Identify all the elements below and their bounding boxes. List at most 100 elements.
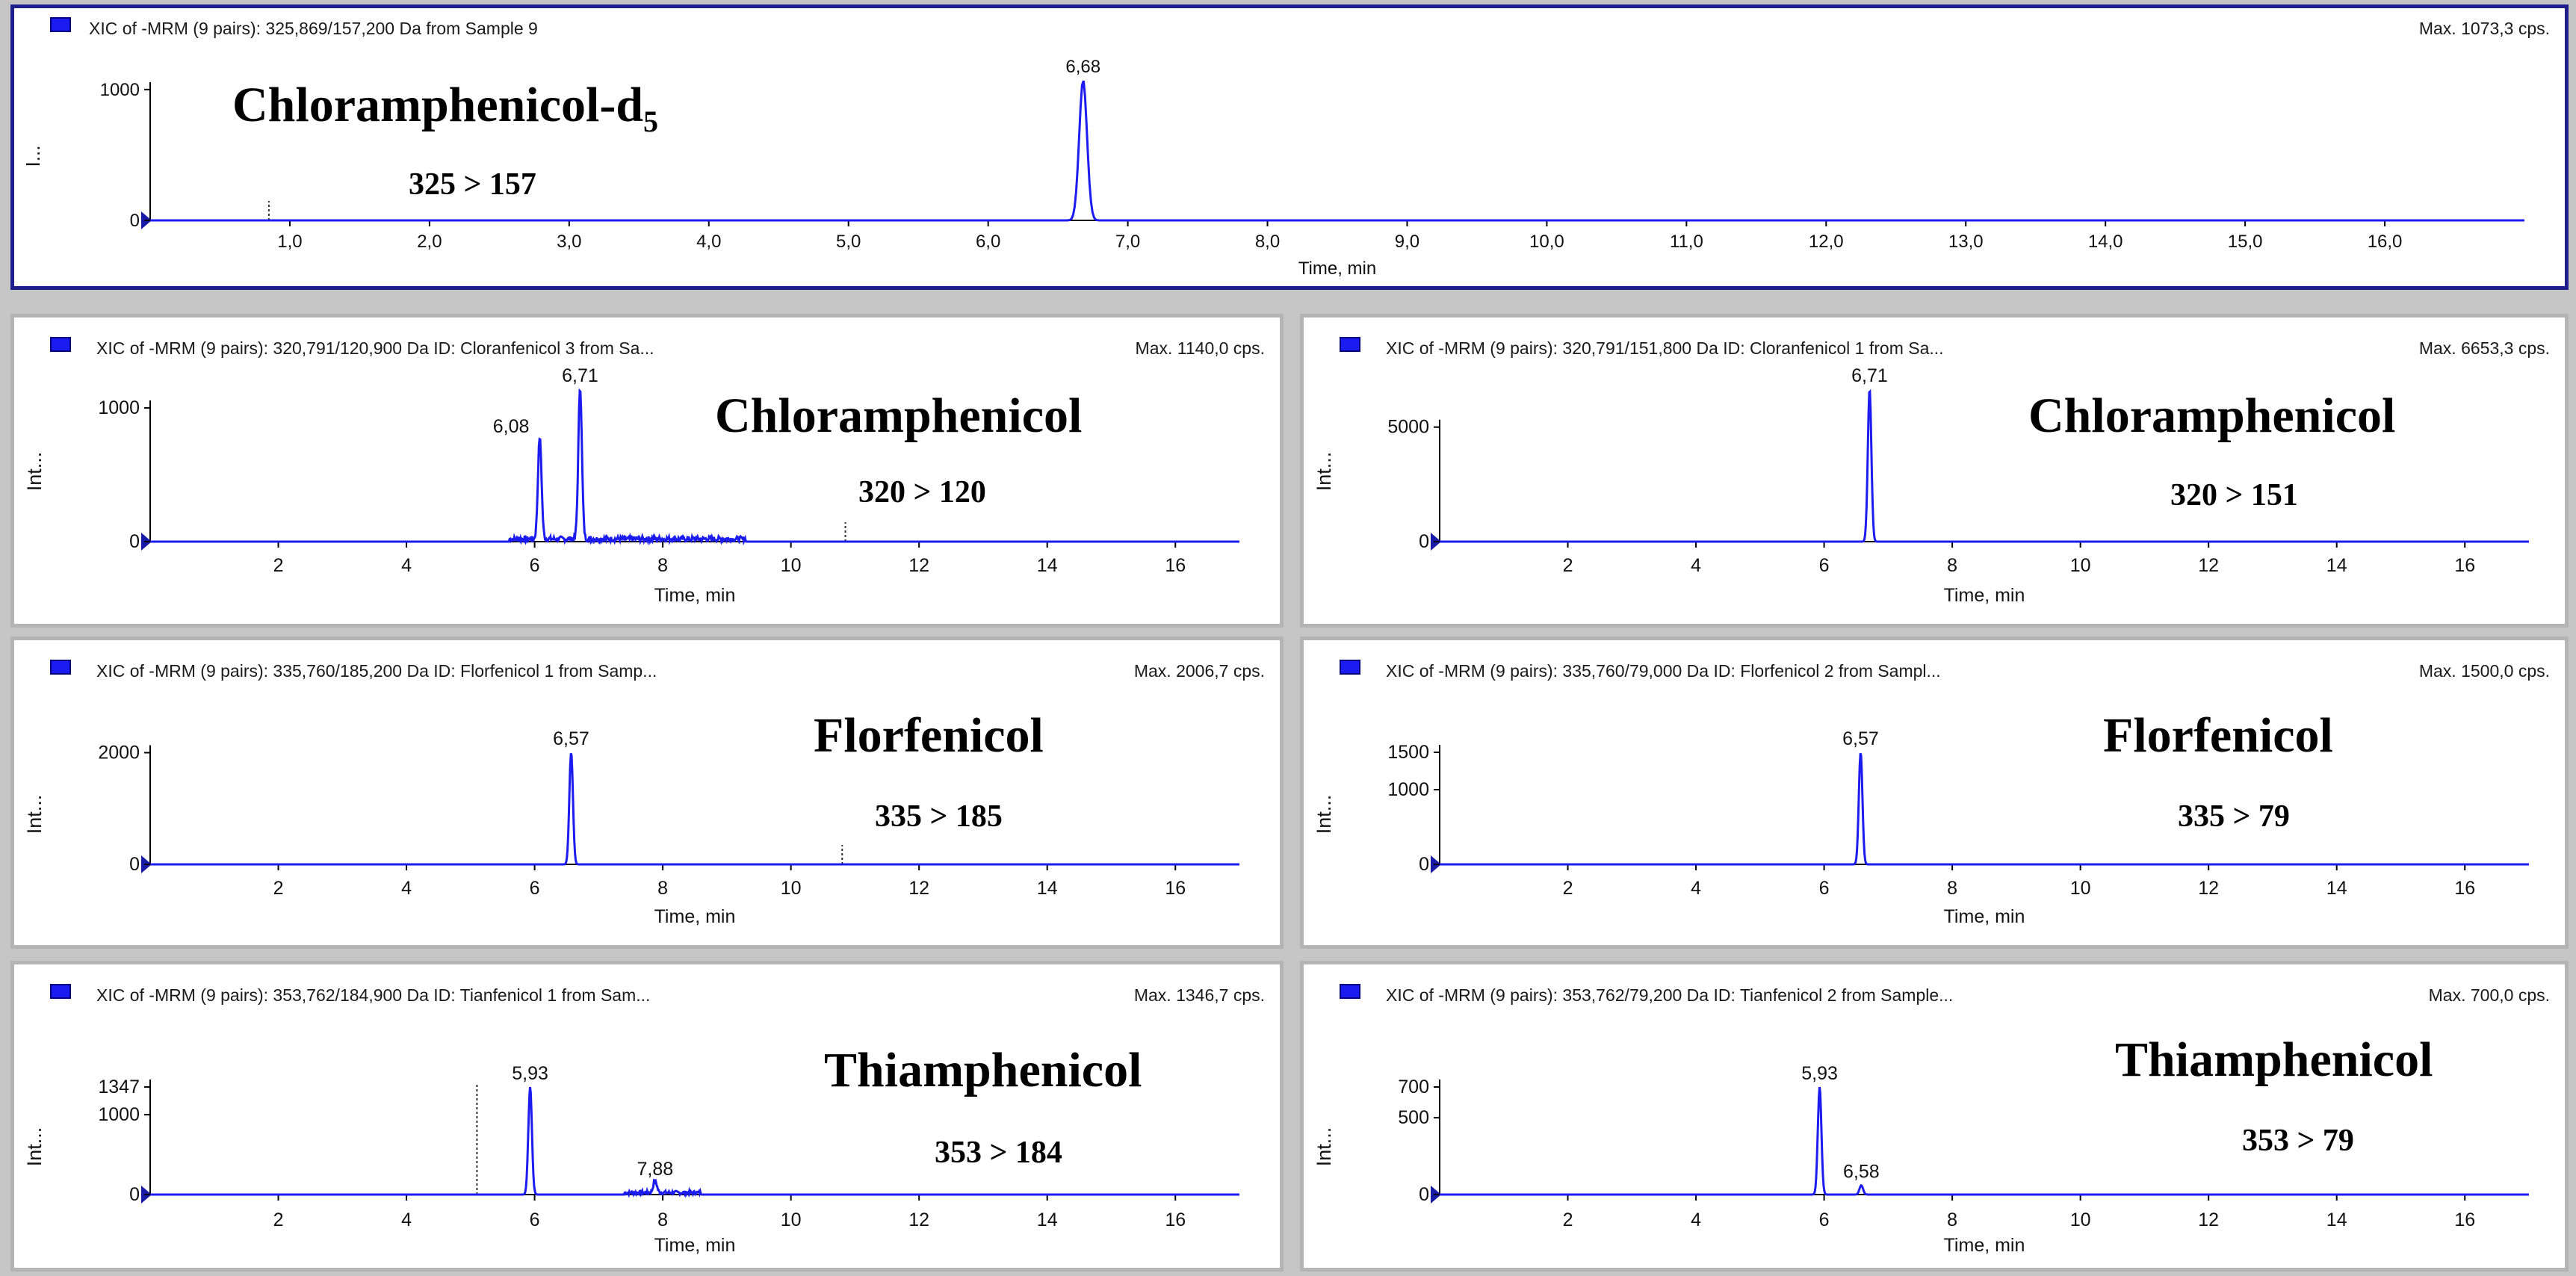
max-intensity-label: Max. 2006,7 cps. (1133, 661, 1265, 681)
x-tick-label: 11,0 (1670, 232, 1703, 252)
x-tick-label: 10 (2070, 1210, 2091, 1230)
y-tick-label: 1000 (1387, 779, 1429, 800)
peak-label: 5,93 (512, 1063, 548, 1084)
x-tick-label: 16 (1165, 1210, 1186, 1230)
peak-label: 6,71 (1851, 365, 1888, 386)
x-tick-label: 14 (1037, 878, 1058, 899)
x-axis-label: Time, min (654, 585, 736, 606)
x-tick-label: 12 (2198, 1210, 2219, 1230)
chromatogram-plot: 2 4 6 8 10 12 14 16 0 1000 Time, min Int... 6,08 6,71 (23, 365, 1239, 606)
chromatogram-panel-chloramphenicol-d5[interactable]: XIC of -MRM (9 pairs): 325,869/157,200 D… (10, 4, 2569, 290)
x-tick-label: 12 (2198, 878, 2219, 899)
compound-name: Florfenicol (2103, 708, 2333, 763)
x-tick-label: 2 (1563, 555, 1573, 576)
x-axis-label: Time, min (654, 906, 736, 927)
y-tick-label: 1500 (1387, 742, 1429, 763)
chromatogram-trace (1440, 1086, 2529, 1196)
x-tick-label: 10 (781, 555, 802, 576)
mrm-transition-label: 335 > 79 (2178, 799, 2290, 834)
y-tick-label: 0 (130, 211, 140, 231)
x-tick-label: 4 (1691, 1210, 1701, 1230)
x-axis-label: Time, min (1944, 906, 2025, 927)
x-tick-label: 10 (781, 1210, 802, 1230)
max-intensity-label: Max. 1073,3 cps. (2418, 19, 2550, 38)
chromatogram-plot: 2 4 6 8 10 12 14 16 0 5000 Time, min Int... 6,71 (1313, 365, 2529, 606)
x-tick-label: 4 (401, 555, 412, 576)
chromatogram-trace (1440, 752, 2529, 866)
x-axis-label: Time, min (1944, 585, 2025, 606)
x-tick-label: 8 (1947, 878, 1957, 899)
y-tick-label: 1347 (98, 1077, 140, 1097)
x-tick-label: 14 (1037, 555, 1058, 576)
y-tick-label: 1000 (98, 1104, 140, 1125)
max-intensity-label: Max. 6653,3 cps. (2418, 338, 2550, 358)
y-axis-label: Int... (23, 795, 46, 834)
y-tick-label: 1000 (100, 80, 140, 100)
y-tick-label: 0 (1419, 854, 1429, 875)
compound-name: Thiamphenicol (824, 1043, 1142, 1097)
compound-name: Thiamphenicol (2115, 1032, 2433, 1087)
chromatogram-panel-florfenicol-185[interactable]: XIC of -MRM (9 pairs): 335,760/185,200 D… (10, 637, 1284, 949)
x-tick-label: 6 (530, 878, 540, 899)
peak-label: 7,88 (637, 1159, 673, 1180)
x-tick-label: 4,0 (696, 232, 721, 252)
x-tick-label: 16 (2454, 878, 2475, 899)
trace-legend-swatch (50, 337, 71, 352)
trace-title: XIC of -MRM (9 pairs): 353,762/184,900 D… (96, 985, 651, 1005)
chromatogram-trace (150, 388, 1239, 546)
y-axis-label: Int... (1313, 795, 1335, 834)
y-tick-label: 0 (1419, 1184, 1429, 1205)
chromatogram-panel-chloramphenicol-151[interactable]: XIC of -MRM (9 pairs): 320,791/151,800 D… (1300, 314, 2569, 628)
x-tick-label: 4 (1691, 878, 1701, 899)
peak-label: 6,68 (1065, 57, 1100, 77)
chromatogram-panel-chloramphenicol-120[interactable]: XIC of -MRM (9 pairs): 320,791/120,900 D… (10, 314, 1284, 628)
x-tick-label: 9,0 (1395, 232, 1419, 252)
chromatogram-panel-thiamphenicol-184[interactable]: XIC of -MRM (9 pairs): 353,762/184,900 D… (10, 961, 1284, 1272)
y-tick-label: 5000 (1387, 417, 1429, 438)
y-axis-label: Int... (23, 452, 46, 492)
x-tick-label: 14 (2326, 878, 2347, 899)
y-tick-label: 1000 (98, 397, 140, 418)
x-tick-label: 14 (1037, 1210, 1058, 1230)
x-tick-label: 5,0 (836, 232, 861, 252)
x-tick-label: 2 (273, 555, 284, 576)
trace-title: XIC of -MRM (9 pairs): 335,760/185,200 D… (96, 661, 657, 681)
trace-title: XIC of -MRM (9 pairs): 353,762/79,200 Da… (1386, 985, 1954, 1005)
x-tick-label: 10 (781, 878, 802, 899)
mrm-transition-label: 353 > 184 (935, 1136, 1062, 1170)
y-axis-label: Int... (1313, 452, 1335, 492)
x-tick-label: 16 (2454, 555, 2475, 576)
trace-legend-swatch (50, 17, 71, 32)
chromatogram-trace (150, 80, 2524, 222)
x-tick-label: 10 (2070, 878, 2091, 899)
trace-legend-swatch (1340, 984, 1360, 999)
x-tick-label: 4 (1691, 555, 1701, 576)
x-tick-label: 4 (401, 878, 412, 899)
x-tick-label: 16 (1165, 555, 1186, 576)
x-tick-label: 8,0 (1255, 232, 1280, 252)
x-tick-label: 8 (1947, 555, 1957, 576)
peak-label: 6,08 (493, 416, 530, 437)
x-axis-label: Time, min (1944, 1235, 2025, 1256)
x-tick-label: 12 (908, 555, 929, 576)
x-tick-label: 14 (2326, 1210, 2347, 1230)
max-intensity-label: Max. 1346,7 cps. (1133, 985, 1265, 1005)
chromatogram-panel-florfenicol-79[interactable]: XIC of -MRM (9 pairs): 335,760/79,000 Da… (1300, 637, 2569, 949)
trace-legend-swatch (50, 660, 71, 675)
trace-title: XIC of -MRM (9 pairs): 320,791/120,900 D… (96, 338, 654, 358)
x-tick-label: 16 (2454, 1210, 2475, 1230)
chromatogram-trace (150, 1086, 1239, 1198)
mrm-transition-label: 325 > 157 (409, 167, 536, 202)
chromatogram-plot: 2 4 6 8 10 12 14 16 0 2000 Time, min Int... 6,57 (23, 728, 1239, 927)
x-tick-label: 2 (273, 1210, 284, 1230)
trace-title: XIC of -MRM (9 pairs): 335,760/79,000 Da… (1386, 661, 1941, 681)
x-axis-label: Time, min (1298, 258, 1376, 279)
chromatogram-panel-thiamphenicol-79[interactable]: XIC of -MRM (9 pairs): 353,762/79,200 Da… (1300, 961, 2569, 1272)
y-tick-label: 0 (129, 531, 140, 552)
x-tick-label: 7,0 (1115, 232, 1140, 252)
x-tick-label: 6 (1819, 555, 1830, 576)
x-tick-label: 2 (273, 878, 284, 899)
chromatogram-plot: 1,0 2,0 3,0 4,0 5,0 6,0 7,0 8,0 9,0 10,0 11,0 12,0 1… (22, 57, 2524, 279)
x-tick-label: 10,0 (1529, 232, 1564, 252)
